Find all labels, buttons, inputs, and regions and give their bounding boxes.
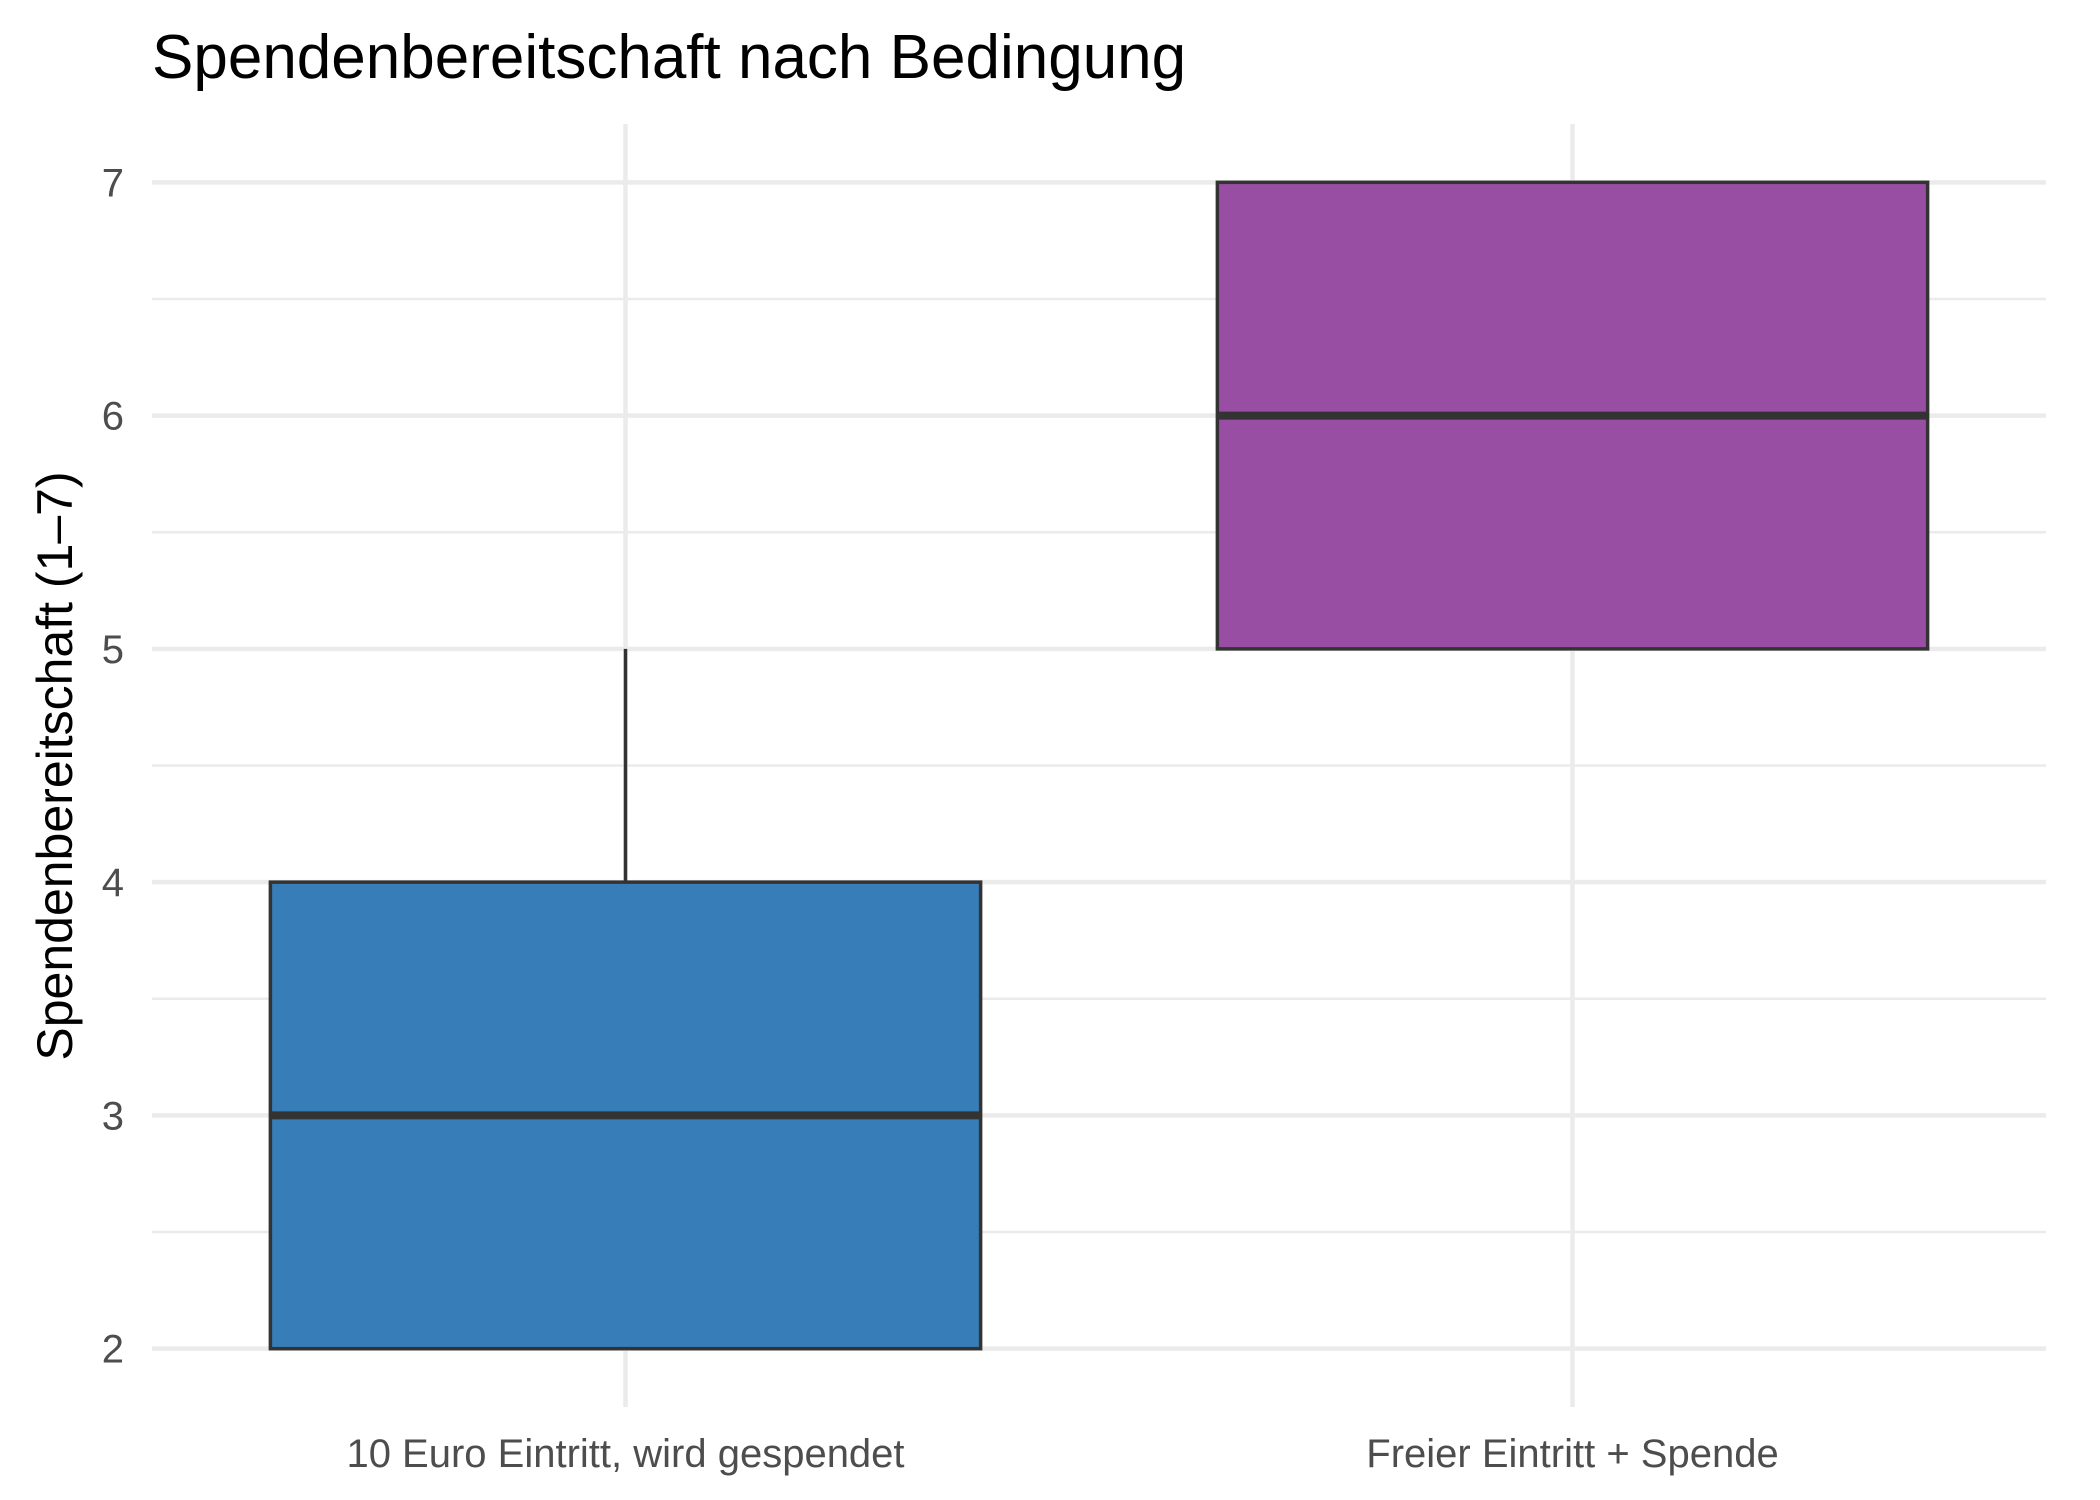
x-tick-label: Freier Eintritt + Spende <box>1366 1432 1778 1476</box>
y-tick-label: 5 <box>102 628 124 672</box>
x-axis-ticks: 10 Euro Eintritt, wird gespendet Freier E… <box>346 1432 1778 1476</box>
y-tick-label: 6 <box>102 395 124 439</box>
x-tick-label: 10 Euro Eintritt, wird gespendet <box>346 1432 904 1476</box>
y-tick-label: 3 <box>102 1094 124 1138</box>
box-layer <box>268 180 1930 1351</box>
box-group <box>268 648 983 1351</box>
y-axis-label: Spendenbereitschaft (1–7) <box>27 471 83 1060</box>
y-tick-label: 4 <box>102 861 124 905</box>
y-tick-label: 7 <box>102 161 124 205</box>
y-tick-label: 2 <box>102 1328 124 1372</box>
box-group <box>1215 180 1930 651</box>
y-axis-ticks: 2 3 4 5 6 7 <box>102 161 124 1371</box>
chart-title: Spendenbereitschaft nach Bedingung <box>152 23 1186 92</box>
